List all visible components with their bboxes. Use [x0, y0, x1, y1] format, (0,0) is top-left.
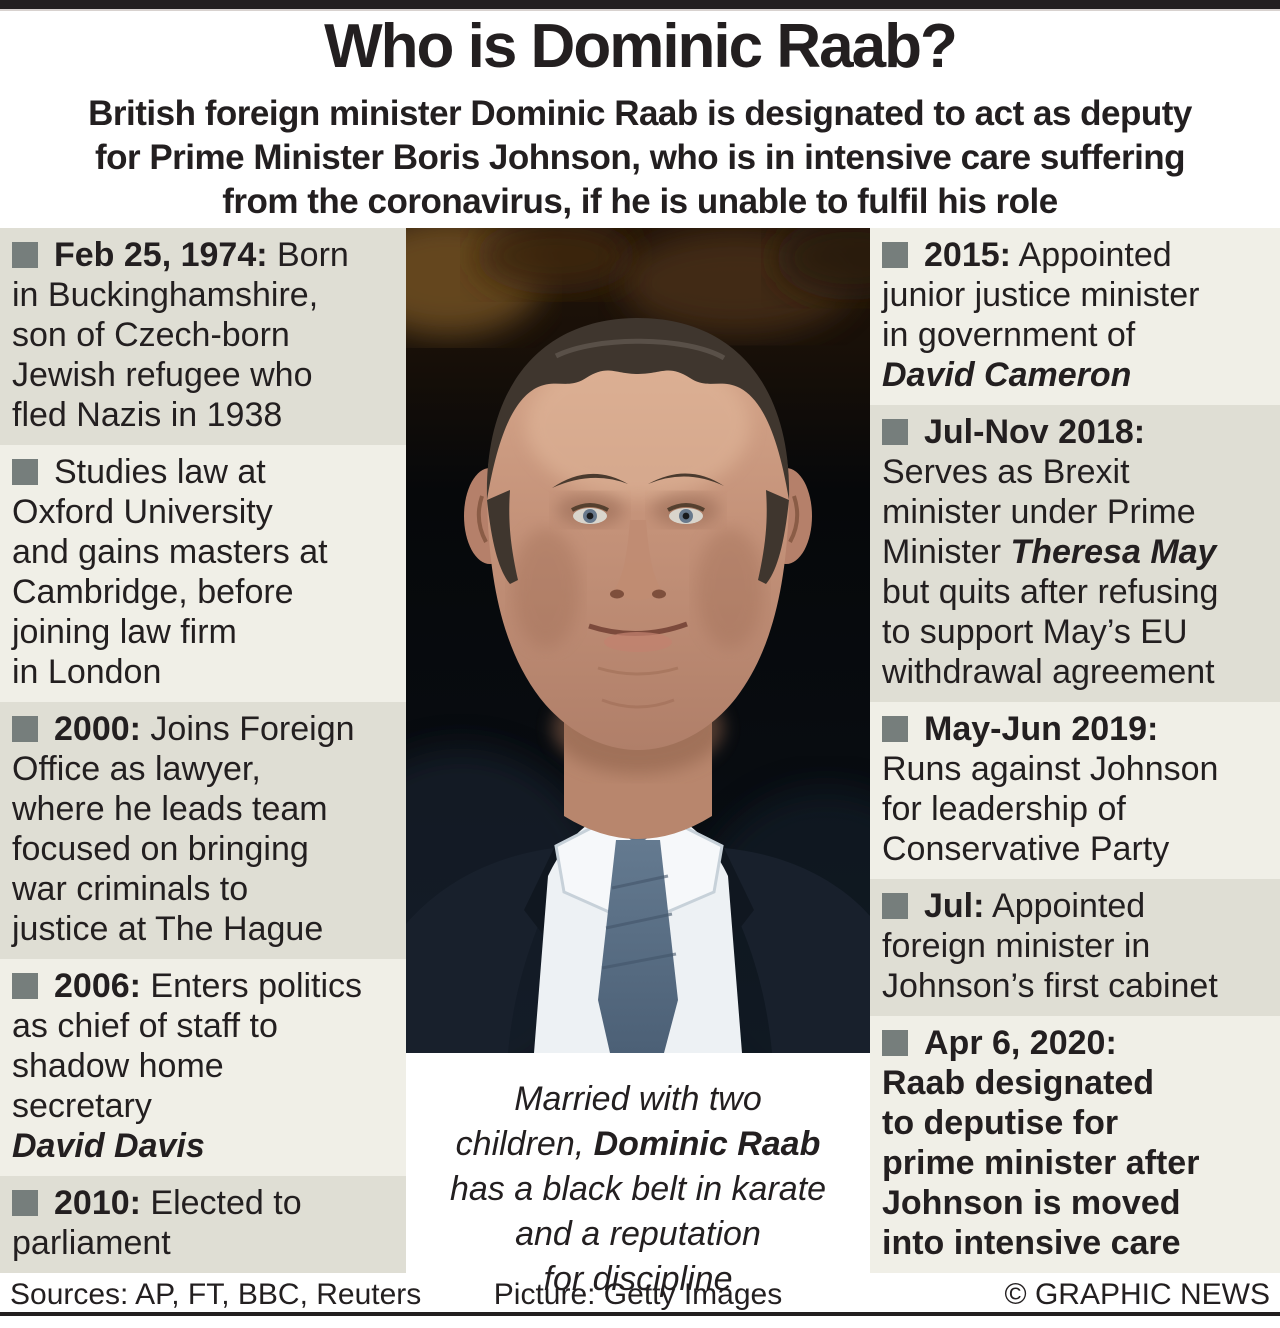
text-segment: Jul: [924, 887, 985, 925]
photo-caption: Married with two children, Dominic Raab … [406, 1053, 870, 1302]
text-segment: Jul-Nov 2018: [924, 413, 1146, 451]
timeline-entry: Studies law at Oxford University and gai… [0, 445, 406, 702]
timeline-entry: 2010: Elected to parliament [0, 1176, 406, 1273]
face [486, 318, 790, 750]
text-segment: Married with two children, [455, 1080, 762, 1163]
timeline-entry: 2006: Enters politics as chief of staff … [0, 959, 406, 1176]
timeline-entry: May-Jun 2019: Runs against Johnson for l… [870, 702, 1280, 879]
timeline-entry: 2015: Appointed junior justice minister … [870, 228, 1280, 405]
mouth [588, 621, 688, 676]
timeline-entry: 2000: Joins Foreign Office as lawyer, wh… [0, 702, 406, 959]
text-segment: but quits after refusing to support May’… [882, 573, 1219, 691]
text-segment: Serves as Brexit minister under Prime Mi… [882, 453, 1196, 571]
page-title: Who is Dominic Raab? [324, 12, 958, 81]
text-segment: David Davis [12, 1127, 205, 1165]
suit [406, 848, 870, 1053]
text-segment: Dominic Raab [593, 1125, 821, 1163]
bullet-square-icon [12, 716, 38, 742]
nose [610, 520, 666, 600]
sources-credit: Sources: AP, FT, BBC, Reuters [10, 1278, 422, 1311]
text-segment: 2006: [54, 967, 141, 1005]
dominic-raab-photo [406, 228, 870, 1053]
page-subtitle: British foreign minister Dominic Raab is… [88, 94, 1192, 221]
text-segment: Runs against Johnson for leadership of C… [882, 750, 1219, 868]
bullet-square-icon [882, 893, 908, 919]
bullet-square-icon [12, 973, 38, 999]
bottom-rule [0, 1312, 1280, 1316]
portrait-illustration [406, 228, 870, 1053]
text-segment: Elected to parliament [12, 1184, 302, 1262]
bullet-square-icon [882, 419, 908, 445]
bullet-square-icon [12, 459, 38, 485]
bullet-square-icon [12, 1190, 38, 1216]
text-segment: Studies law at Oxford University and gai… [12, 453, 328, 691]
eyes [571, 503, 705, 524]
text-segment: Theresa May [1010, 533, 1217, 571]
bullet-square-icon [882, 1030, 908, 1056]
timeline-left-column: Feb 25, 1974: Born in Buckinghamshire, s… [0, 228, 406, 1273]
top-bar [0, 0, 1280, 11]
text-segment: Raab designated to deputise for prime mi… [882, 1064, 1200, 1262]
timeline-entry: Jul-Nov 2018: Serves as Brexit minister … [870, 405, 1280, 702]
hair [486, 318, 790, 500]
text-segment: has a black belt in karate and a reputat… [449, 1170, 827, 1298]
text-segment: Enters politics as chief of staff to sha… [12, 967, 363, 1125]
text-segment: 2010: [54, 1184, 141, 1222]
text-segment: Appointed junior justice minister in gov… [882, 236, 1200, 354]
timeline-right-column: 2015: Appointed junior justice minister … [870, 228, 1280, 1273]
text-segment: David Cameron [882, 356, 1132, 394]
copyright-credit: © GRAPHIC NEWS [1004, 1278, 1270, 1311]
bullet-square-icon [882, 242, 908, 268]
text-segment: Born in Buckinghamshire, son of Czech-bo… [12, 236, 349, 434]
text-segment: 2000: [54, 710, 141, 748]
bullet-square-icon [12, 242, 38, 268]
timeline-entry: Apr 6, 2020: Raab designated to deputise… [870, 1016, 1280, 1273]
timeline-entry: Jul: Appointed foreign minister in Johns… [870, 879, 1280, 1016]
text-segment: May-Jun 2019: [924, 710, 1159, 748]
picture-credit: Picture: Getty Images [493, 1278, 783, 1311]
text-segment: 2015: [924, 236, 1011, 274]
text-segment: Feb 25, 1974: [54, 236, 268, 274]
timeline-entry: Feb 25, 1974: Born in Buckinghamshire, s… [0, 228, 406, 445]
bullet-square-icon [882, 716, 908, 742]
text-segment: Apr 6, 2020: [924, 1024, 1117, 1062]
text-segment: Appointed foreign minister in Johnson’s … [882, 887, 1218, 1005]
text-segment: Joins Foreign Office as lawyer, where he… [12, 710, 355, 948]
